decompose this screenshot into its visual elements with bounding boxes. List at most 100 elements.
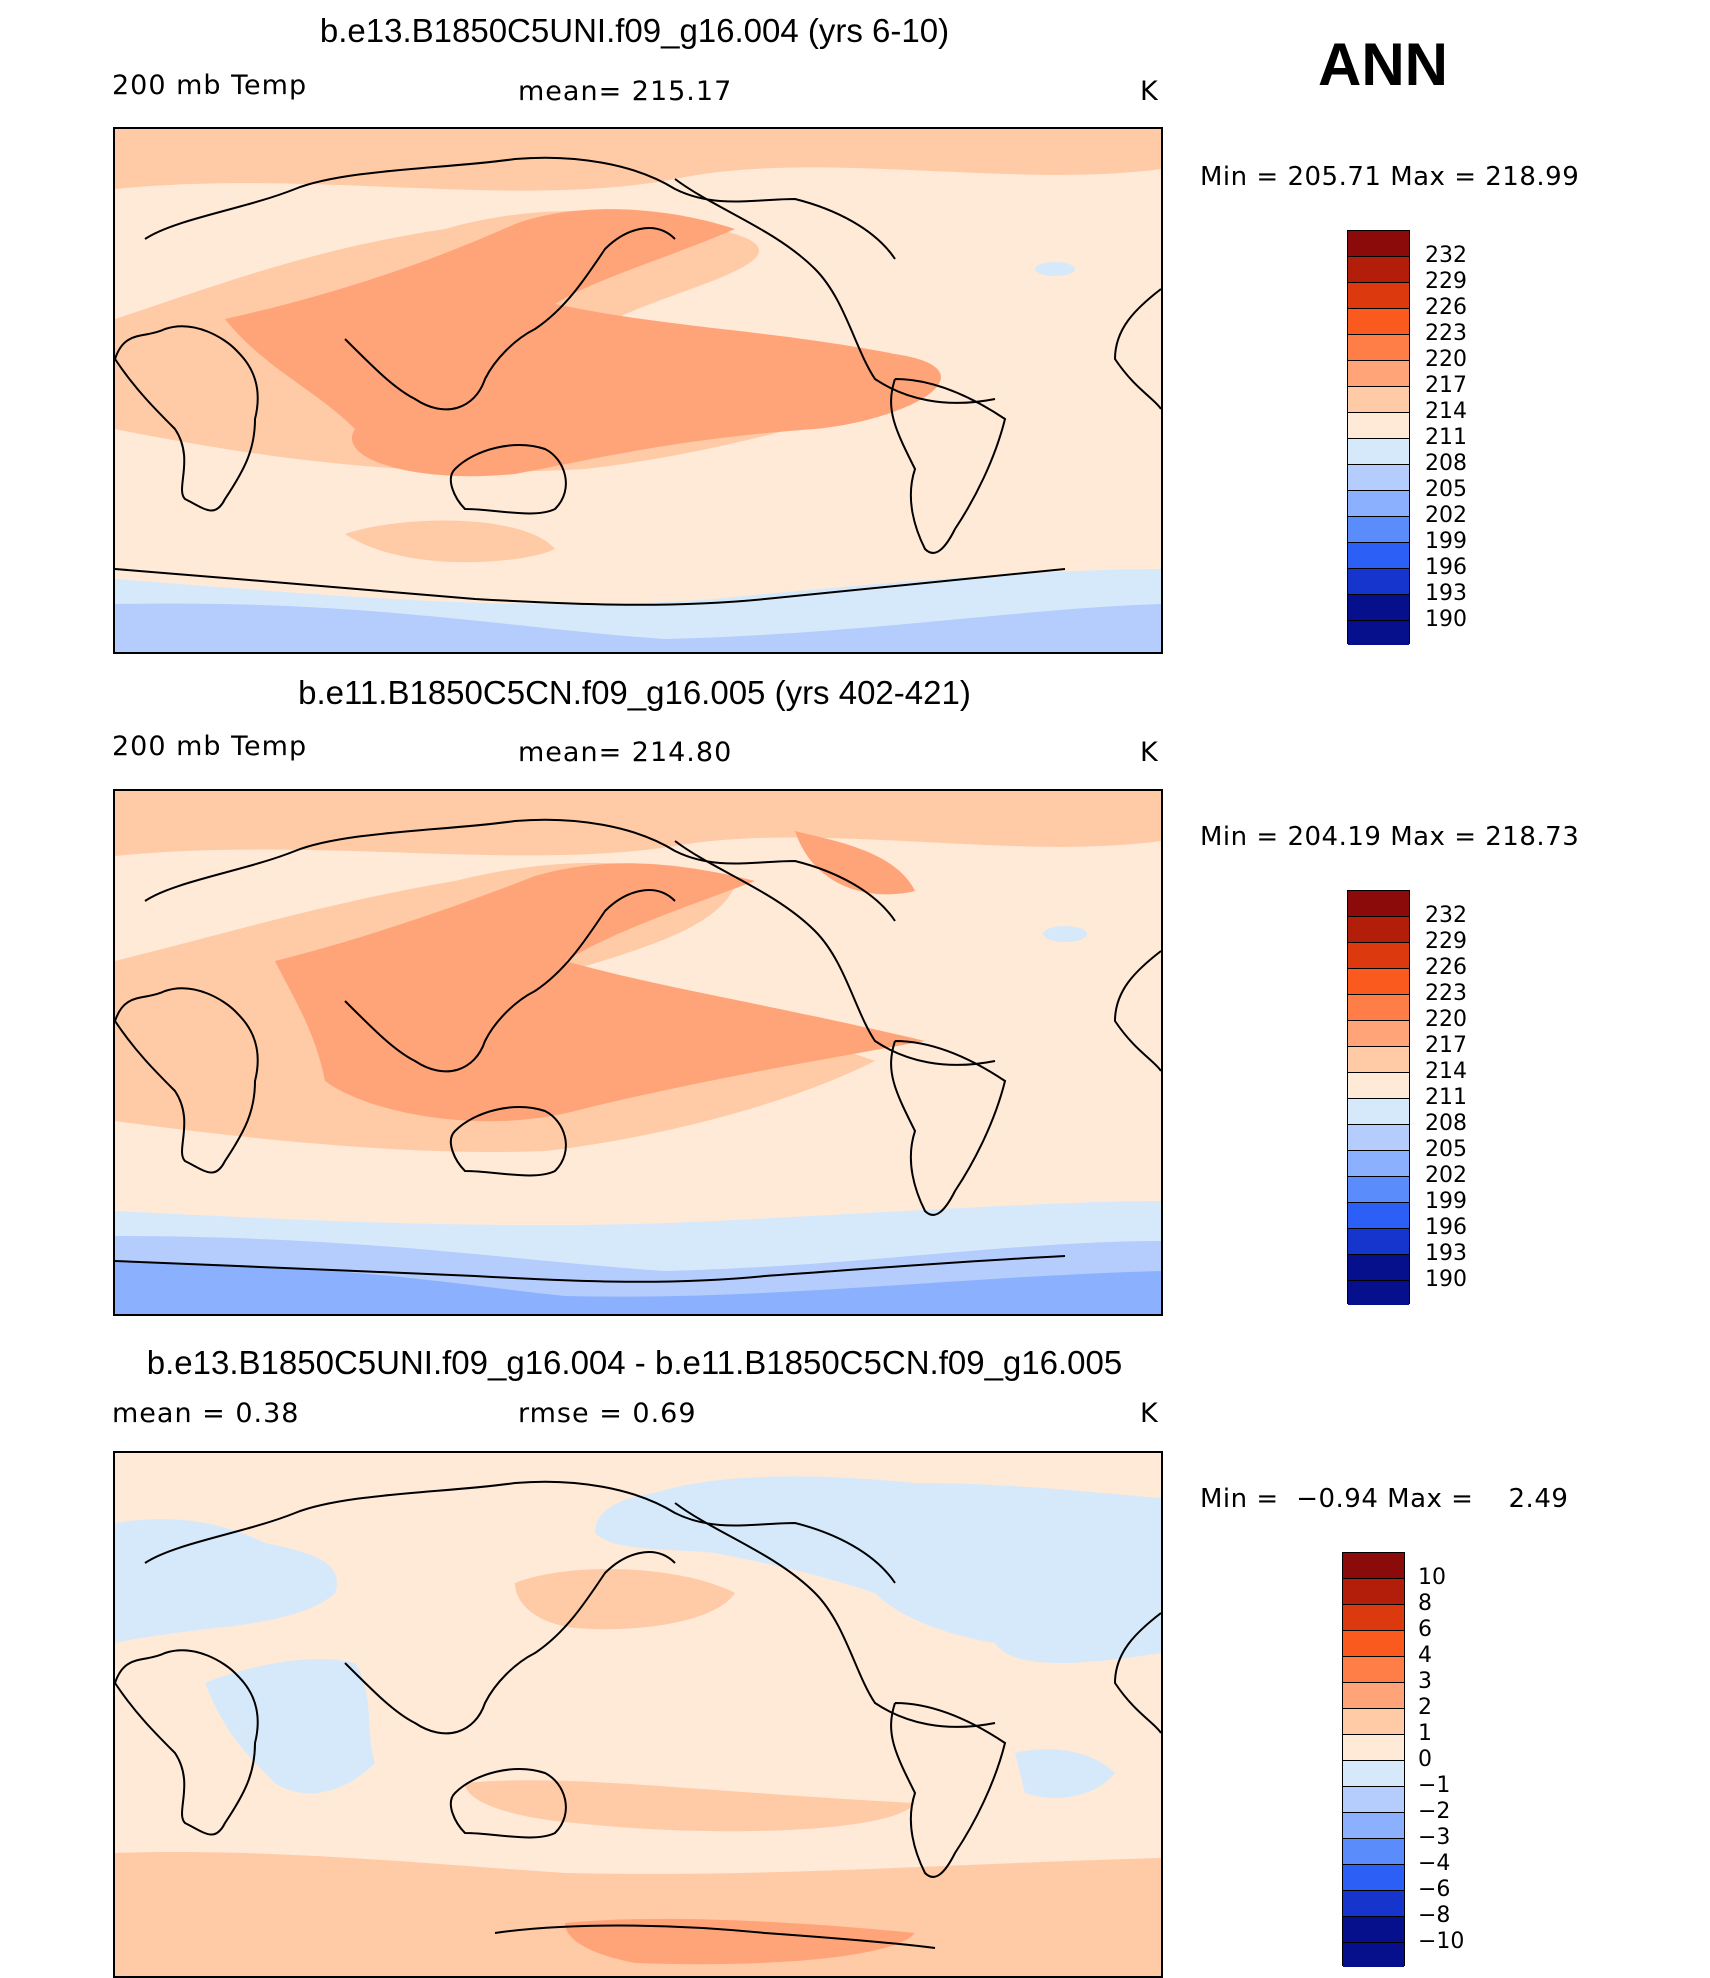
panel2-minmax: Min = 204.19 Max = 218.73 xyxy=(1200,822,1580,852)
colorbar-tick-label: 196 xyxy=(1425,1215,1467,1240)
panel1-title: b.e13.B1850C5UNI.f09_g16.004 (yrs 6-10) xyxy=(319,12,950,49)
polar-band-3 xyxy=(115,1261,1161,1314)
colorbar-tick-label: 229 xyxy=(1425,269,1467,294)
colorbar-box xyxy=(1348,1203,1409,1229)
colorbar-tick-label: −10 xyxy=(1418,1929,1465,1954)
colorbar-box xyxy=(1348,1099,1409,1125)
colorbar-tick-label: 217 xyxy=(1425,1033,1467,1058)
panel3-title: b.e13.B1850C5UNI.f09_g16.004 - b.e11.B18… xyxy=(146,1344,1123,1381)
colorbar-tick-label: −4 xyxy=(1418,1851,1451,1876)
southern-patch xyxy=(345,520,555,563)
colorbar-tick-label: 223 xyxy=(1425,981,1467,1006)
panel2-variable-label: 200 mb Temp xyxy=(112,731,308,762)
colorbar-tick-label: 220 xyxy=(1425,1007,1467,1032)
colorbar-box xyxy=(1348,257,1409,283)
colorbar-box xyxy=(1343,1579,1404,1605)
colorbar-tick-label: 229 xyxy=(1425,929,1467,954)
colorbar-tick-label: 4 xyxy=(1418,1643,1432,1668)
colorbar-tick-label: 0 xyxy=(1418,1747,1432,1772)
panel2-map xyxy=(113,789,1163,1316)
tropical-positive xyxy=(465,1780,915,1832)
colorbar-tick-label: 193 xyxy=(1425,1241,1467,1266)
colorbar-box xyxy=(1343,1865,1404,1891)
pacific-positive xyxy=(515,1569,735,1630)
colorbar-box xyxy=(1348,309,1409,335)
colorbar-box xyxy=(1343,1761,1404,1787)
panel3-unit-label: K xyxy=(1140,1398,1159,1429)
panel1-mean-label: mean= 215.17 xyxy=(518,76,733,107)
colorbar-tick-label: 202 xyxy=(1425,1163,1467,1188)
colorbar-box xyxy=(1348,1021,1409,1047)
colorbar-box xyxy=(1343,1839,1404,1865)
colorbar-box xyxy=(1348,465,1409,491)
northern-band xyxy=(115,791,1161,856)
colorbar-box xyxy=(1348,387,1409,413)
colorbar-tick-label: 10 xyxy=(1418,1565,1446,1590)
colorbar-box xyxy=(1348,995,1409,1021)
colorbar-box xyxy=(1348,621,1409,645)
colorbar-box xyxy=(1348,1125,1409,1151)
colorbar-box xyxy=(1348,335,1409,361)
colorbar-tick-label: 226 xyxy=(1425,955,1467,980)
coastlines xyxy=(115,1480,1161,1949)
colorbar-tick-label: 190 xyxy=(1425,607,1467,632)
colorbar-box xyxy=(1348,231,1409,257)
panel2-unit-label: K xyxy=(1140,737,1159,768)
arctic-patch xyxy=(795,831,915,895)
colorbar-tick-label: 193 xyxy=(1425,581,1467,606)
colorbar-box xyxy=(1343,1631,1404,1657)
panel3-minmax: Min = −0.94 Max = 2.49 xyxy=(1200,1484,1569,1514)
northern-band xyxy=(115,129,1161,191)
colorbar-tick-label: 199 xyxy=(1425,1189,1467,1214)
warm-pool xyxy=(275,863,925,1122)
colorbar-tick-label: 223 xyxy=(1425,321,1467,346)
colorbar-box xyxy=(1343,1813,1404,1839)
panel3-map xyxy=(113,1451,1163,1978)
colorbar-box xyxy=(1348,1229,1409,1255)
panel1-map xyxy=(113,127,1163,654)
coastlines xyxy=(115,818,1161,1283)
colorbar-tick-label: 208 xyxy=(1425,1111,1467,1136)
colorbar-box xyxy=(1343,1943,1404,1967)
colorbar-box xyxy=(1348,1073,1409,1099)
colorbar-tick-label: 214 xyxy=(1425,1059,1467,1084)
colorbar-tick-label: 205 xyxy=(1425,1137,1467,1162)
colorbar-tick-label: 211 xyxy=(1425,1085,1467,1110)
panel3-mean-label: mean = 0.38 xyxy=(112,1398,300,1429)
colorbar-tick-label: −3 xyxy=(1418,1825,1451,1850)
arctic-negative xyxy=(595,1476,1161,1663)
panel2-colorbar xyxy=(1347,890,1410,1305)
colorbar-tick-label: 3 xyxy=(1418,1669,1432,1694)
colorbar-box xyxy=(1343,1553,1404,1579)
colorbar-tick-label: 208 xyxy=(1425,451,1467,476)
colorbar-box xyxy=(1343,1657,1404,1683)
colorbar-tick-label: −2 xyxy=(1418,1799,1451,1824)
colorbar-tick-label: 6 xyxy=(1418,1617,1432,1642)
colorbar-tick-label: 190 xyxy=(1425,1267,1467,1292)
colorbar-tick-label: 217 xyxy=(1425,373,1467,398)
colorbar-box xyxy=(1348,1047,1409,1073)
colorbar-tick-label: 2 xyxy=(1418,1695,1432,1720)
colorbar-tick-label: 1 xyxy=(1418,1721,1432,1746)
colorbar-box xyxy=(1348,1255,1409,1281)
colorbar-box xyxy=(1348,439,1409,465)
indian-ocean-negative xyxy=(205,1659,375,1794)
colorbar-box xyxy=(1343,1605,1404,1631)
atlantic-negative xyxy=(1015,1749,1115,1798)
panel3-rmse-label: rmse = 0.69 xyxy=(518,1398,697,1429)
panel1-minmax: Min = 205.71 Max = 218.99 xyxy=(1200,162,1580,192)
panel1-colorbar xyxy=(1347,230,1410,645)
colorbar-box xyxy=(1343,1735,1404,1761)
colorbar-tick-label: 196 xyxy=(1425,555,1467,580)
colorbar-tick-label: 232 xyxy=(1425,903,1467,928)
panel3-colorbar xyxy=(1342,1552,1405,1967)
colorbar-box xyxy=(1348,595,1409,621)
colorbar-box xyxy=(1348,943,1409,969)
warm-pool xyxy=(225,209,941,477)
colorbar-box xyxy=(1348,917,1409,943)
blue-spot xyxy=(1043,926,1087,942)
colorbar-tick-label: −6 xyxy=(1418,1877,1451,1902)
colorbar-tick-label: −1 xyxy=(1418,1773,1451,1798)
colorbar-box xyxy=(1348,969,1409,995)
colorbar-box xyxy=(1343,1891,1404,1917)
